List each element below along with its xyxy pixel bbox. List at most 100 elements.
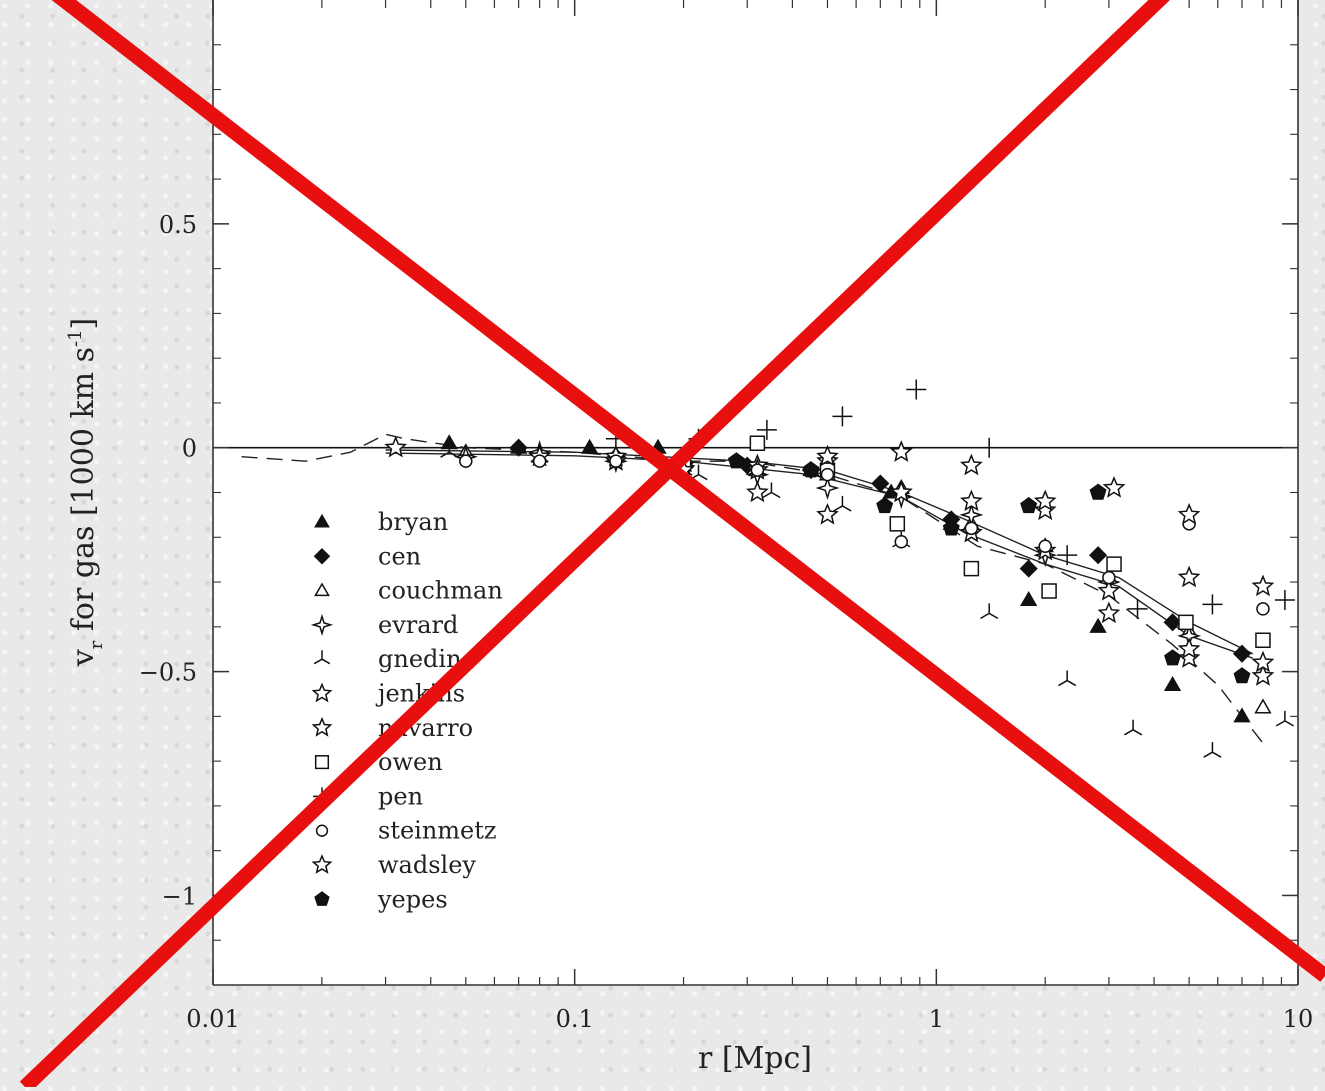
point-owen-shape: [1041, 583, 1057, 599]
point-bryan: [1233, 707, 1251, 723]
point-pen-shape: [1057, 545, 1078, 566]
point-yepes: [876, 496, 894, 514]
point-steinmetz: [1256, 602, 1270, 616]
point-steinmetz: [964, 521, 979, 536]
point-wadsley: [1102, 476, 1126, 498]
point-bryan: [1089, 617, 1107, 633]
point-gnedin: [1124, 719, 1143, 736]
legend-label-pen: pen: [378, 782, 423, 810]
point-jenkins: [1177, 646, 1201, 668]
point-owen: [1178, 614, 1194, 631]
point-steinmetz: [1038, 539, 1052, 553]
point-steinmetz-shape: [894, 535, 909, 549]
point-pen: [1057, 545, 1078, 566]
point-steinmetz: [1102, 570, 1116, 585]
point-cen: [509, 438, 528, 457]
point-pen-shape: [979, 437, 1000, 458]
point-wadsley: [1177, 502, 1201, 525]
legend-label-couchman: couchman: [378, 577, 503, 605]
point-navarro: [1177, 637, 1201, 659]
point-owen-shape: [749, 435, 766, 451]
point-wadsley-shape: [1251, 574, 1275, 597]
y-axis-label-end: ]: [66, 318, 101, 330]
point-navarro: [1033, 498, 1057, 521]
y-axis-label: vr for gas [1000 km s-1]: [65, 318, 107, 668]
legend-marker-yepes: [314, 891, 330, 906]
point-wadsley-shape: [1177, 502, 1201, 525]
point-pen-shape: [1274, 589, 1295, 610]
point-wadsley-shape: [960, 453, 983, 476]
point-yepes: [1020, 496, 1038, 514]
point-steinmetz-shape: [1256, 602, 1270, 616]
point-yepes: [1233, 667, 1251, 684]
point-yepes: [727, 452, 745, 469]
point-jenkins: [1251, 664, 1275, 686]
legend-marker-evrard: [310, 613, 334, 636]
legend-marker-jenkins-shape: [311, 682, 333, 703]
point-owen: [1041, 583, 1057, 599]
y-axis-label-sup: -1: [65, 329, 86, 347]
legend-marker-steinmetz-shape: [315, 824, 329, 837]
point-jenkins-shape: [1177, 646, 1201, 668]
point-gnedin-shape: [1275, 710, 1294, 727]
legend-marker-navarro: [311, 716, 333, 737]
point-gnedin: [833, 495, 852, 512]
point-gnedin-shape: [1124, 719, 1143, 736]
legend-marker-bryan-shape: [314, 513, 330, 528]
data-points-layer: [384, 379, 1295, 758]
point-jenkins-shape: [384, 435, 408, 458]
point-bryan: [1019, 591, 1038, 606]
point-steinmetz-shape: [820, 467, 835, 482]
point-navarro-shape: [1251, 650, 1275, 673]
point-wadsley-shape: [1177, 565, 1201, 588]
point-steinmetz: [532, 454, 547, 468]
point-gnedin-shape: [1058, 670, 1077, 687]
x-tick-label: 1: [929, 1005, 944, 1033]
legend-label-yepes: yepes: [377, 885, 448, 913]
point-couchman-shape: [1254, 698, 1272, 714]
point-owen: [889, 516, 906, 532]
point-steinmetz: [820, 467, 835, 482]
point-pen: [906, 379, 927, 400]
point-navarro-shape: [960, 489, 983, 512]
legend-marker-bryan: [314, 513, 330, 528]
point-pen-shape: [1127, 598, 1148, 619]
point-wadsley: [1177, 565, 1201, 588]
point-navarro-shape: [1177, 637, 1201, 659]
point-gnedin: [1275, 710, 1294, 727]
point-yepes-shape: [1164, 649, 1182, 666]
point-pen-shape: [832, 406, 853, 427]
point-steinmetz: [459, 454, 473, 468]
legend-label-gnedin: gnedin: [378, 645, 462, 673]
legend-label-steinmetz: steinmetz: [378, 817, 497, 845]
point-wadsley-shape: [746, 480, 769, 503]
point-cen-shape: [1089, 546, 1108, 565]
point-yepes-shape: [727, 452, 745, 469]
point-gnedin-shape: [980, 603, 999, 620]
point-yepes-shape: [876, 496, 894, 514]
legend-marker-yepes-shape: [314, 891, 330, 906]
point-pen: [832, 406, 853, 427]
legend-marker-gnedin-shape: [313, 650, 331, 665]
y-axis-label-v: v: [66, 649, 101, 667]
x-axis-label: r [Mpc]: [698, 1041, 812, 1076]
point-steinmetz-shape: [1102, 570, 1116, 585]
point-pen-shape: [756, 419, 777, 440]
y-tick-label: −0.5: [139, 659, 197, 687]
point-yepes-shape: [1233, 667, 1251, 684]
point-gnedin: [440, 442, 459, 458]
point-cen-shape: [1163, 613, 1182, 632]
point-cen-shape: [509, 438, 528, 457]
y-tick-label: −1: [162, 882, 197, 910]
point-owen: [963, 560, 980, 577]
point-wadsley: [889, 480, 913, 503]
legend: bryancencouchmanevrardgnedinjenkinsnavar…: [310, 508, 503, 913]
point-yepes-shape: [1020, 496, 1038, 514]
point-yepes-shape: [802, 461, 820, 478]
point-gnedin-shape: [1203, 742, 1222, 758]
point-pen: [979, 437, 1000, 458]
legend-marker-couchman: [314, 582, 330, 597]
point-gnedin: [1203, 742, 1222, 758]
point-owen-shape: [889, 516, 906, 532]
dashed-fit-line: [241, 433, 1264, 744]
